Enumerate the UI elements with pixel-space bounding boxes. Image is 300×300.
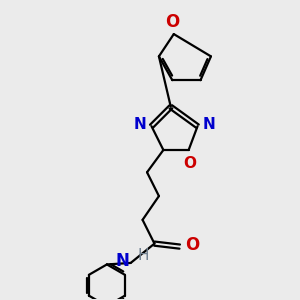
Text: H: H <box>137 248 149 263</box>
Text: O: O <box>165 13 179 31</box>
Text: N: N <box>115 253 129 271</box>
Text: O: O <box>185 236 199 254</box>
Text: N: N <box>203 117 216 132</box>
Text: O: O <box>184 156 196 171</box>
Text: N: N <box>134 117 146 132</box>
